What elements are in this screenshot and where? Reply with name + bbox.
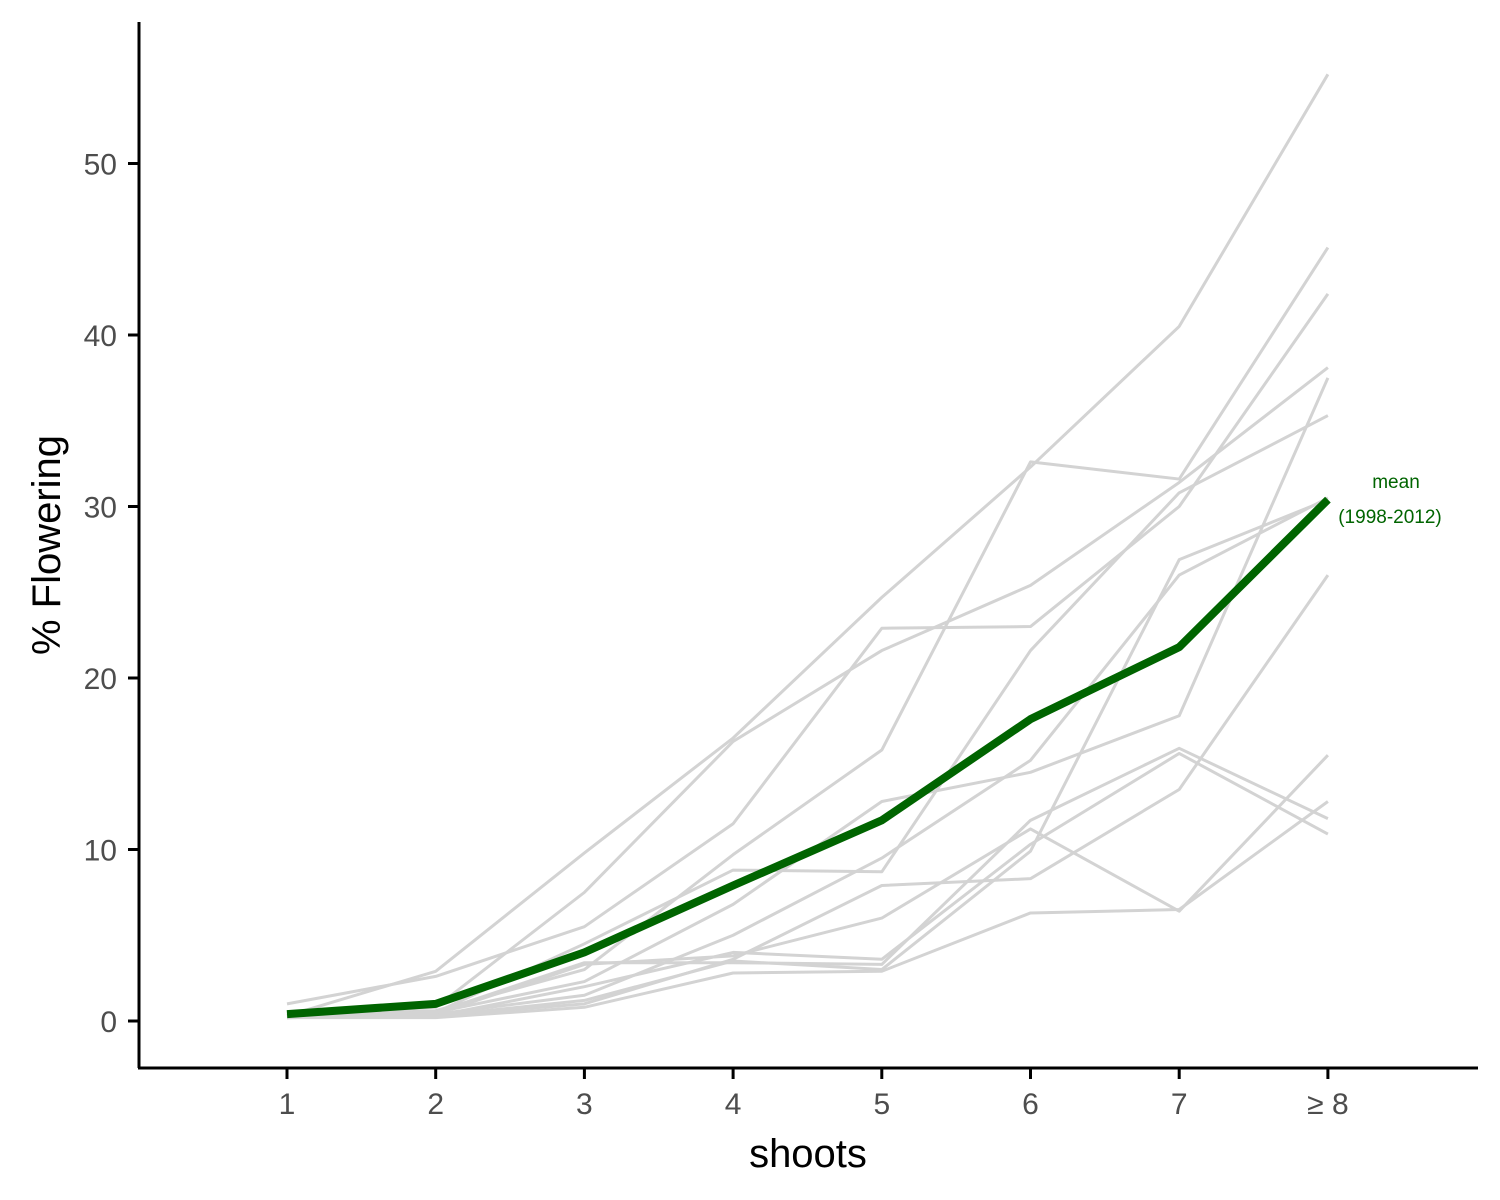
mean-annotation-line2: (1998-2012) — [1338, 507, 1442, 528]
year-series-line-5 — [286, 414, 1329, 1018]
mean-series-line — [286, 496, 1331, 1019]
year-series-line-8 — [286, 754, 1329, 1020]
x-tick-label-3: 3 — [576, 1088, 593, 1121]
year-series-line-3 — [286, 366, 1329, 1018]
year-series-line-13 — [286, 498, 1329, 1020]
year-series-line-1 — [286, 292, 1330, 1006]
mean-annotation-line1: mean — [1372, 472, 1420, 493]
year-series-line-9 — [286, 574, 1330, 1020]
y-axis-title: % Flowering — [25, 435, 69, 655]
y-tick-label-40: 40 — [84, 320, 117, 353]
year-series-line-12 — [286, 751, 1329, 1020]
x-tick-label-8: ≥ 8 — [1307, 1088, 1348, 1121]
x-tick-label-4: 4 — [725, 1088, 742, 1121]
x-tick-label-6: 6 — [1022, 1088, 1039, 1121]
year-series-line-2 — [286, 73, 1330, 1018]
year-series-line-4 — [286, 246, 1330, 1018]
y-tick-label-20: 20 — [84, 663, 117, 696]
yearly-series-lines — [286, 73, 1330, 1020]
x-axis-ticks: 1 2 3 4 5 6 7 ≥ 8 — [279, 1068, 1349, 1121]
y-axis-ticks: 0 10 20 30 40 50 — [84, 149, 139, 1039]
x-tick-label-5: 5 — [873, 1088, 890, 1121]
x-axis-title: shoots — [749, 1132, 867, 1176]
y-tick-label-30: 30 — [84, 492, 117, 525]
y-tick-label-10: 10 — [84, 835, 117, 868]
x-tick-label-7: 7 — [1171, 1088, 1188, 1121]
x-tick-label-1: 1 — [279, 1088, 296, 1121]
year-series-line-11 — [287, 800, 1329, 1020]
x-tick-label-2: 2 — [427, 1088, 444, 1121]
y-tick-label-0: 0 — [100, 1006, 117, 1039]
mean-series-line-group — [286, 496, 1331, 1019]
year-series-line-10 — [286, 746, 1329, 1020]
y-tick-label-50: 50 — [84, 149, 117, 182]
axes — [137, 22, 1478, 1070]
